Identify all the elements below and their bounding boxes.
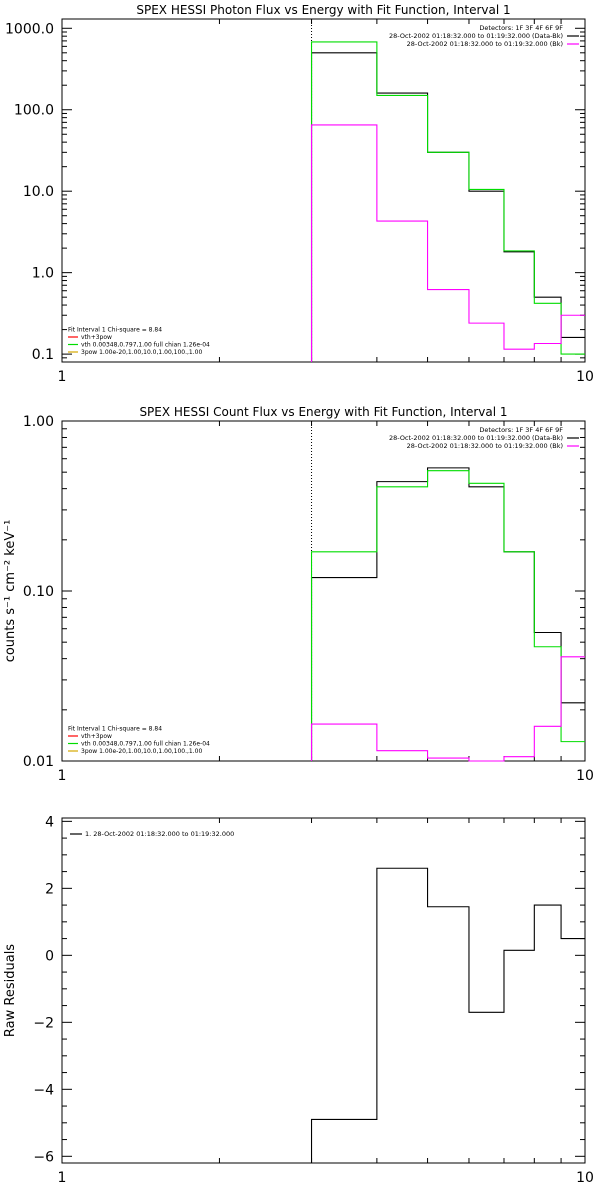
- series-magenta-histogram: [310, 124, 585, 362]
- legend-entry: 3pow 1.00e-20,1.00,10.0,1.00,100.,1.00: [81, 748, 202, 755]
- y-tick-label: 0.10: [23, 584, 54, 600]
- legend-entry: 28-Oct-2002 01:18:32.000 to 01:19:32.000…: [407, 442, 563, 450]
- x-tick-label: 10: [576, 768, 594, 784]
- x-tick-label: 10: [576, 369, 594, 385]
- plot-frame: [61, 420, 586, 762]
- x-tick-label: 1: [58, 1170, 67, 1186]
- y-tick-label: 0: [45, 948, 54, 964]
- plot-frame: [61, 817, 586, 1164]
- legend-entry: Detectors: 1F 3F 4F 6F 9F: [479, 426, 563, 434]
- series-magenta-histogram: [310, 656, 585, 762]
- y-tick-label: −2: [33, 1015, 54, 1031]
- chart-title: SPEX HESSI Photon Flux vs Energy with Fi…: [136, 3, 510, 17]
- y-tick-label: 4: [45, 814, 54, 830]
- legend-entry: Detectors: 1F 3F 4F 6F 9F: [479, 24, 563, 32]
- series-black-histogram: [310, 52, 585, 362]
- y-tick-label: 1.00: [23, 414, 54, 430]
- y-tick-label: −6: [33, 1149, 54, 1165]
- y-tick-label: 1000.0: [5, 21, 54, 37]
- legend-entry: 28-Oct-2002 01:18:32.000 to 01:19:32.000…: [389, 434, 563, 442]
- legend-entry: vth+3pow: [81, 733, 112, 740]
- y-tick-label: 100.0: [14, 103, 54, 119]
- plot-frame: [61, 18, 586, 363]
- legend-entry: vth 0.00348,0.797,1.00 full chian 1.26e-…: [81, 741, 210, 748]
- y-axis-label: counts s⁻¹ cm⁻² keV⁻¹: [3, 520, 18, 663]
- series-black-histogram: [310, 467, 585, 761]
- y-axis-label: Raw Residuals: [3, 944, 18, 1037]
- legend-entry: Fit Interval 1 Chi-square = 8.84: [68, 327, 162, 334]
- x-tick-label: 1: [58, 768, 67, 784]
- legend-entry: 28-Oct-2002 01:18:32.000 to 01:19:32.000…: [389, 32, 563, 40]
- legend-entry: vth+3pow: [81, 334, 112, 341]
- y-tick-label: 0.1: [32, 347, 54, 363]
- legend-entry: Fit Interval 1 Chi-square = 8.84: [68, 726, 162, 733]
- series-black-histogram: [310, 867, 585, 1163]
- series-green-histogram: [310, 41, 585, 362]
- chart-title: SPEX HESSI Count Flux vs Energy with Fit…: [139, 405, 507, 419]
- legend-entry: vth 0.00348,0.797,1.00 full chian 1.26e-…: [81, 342, 210, 349]
- y-tick-label: 0.01: [23, 754, 54, 770]
- series-green-histogram: [310, 470, 585, 761]
- chart-panel-1: SPEX HESSI Photon Flux vs Energy with Fi…: [5, 3, 594, 385]
- y-tick-label: 1.0: [32, 266, 54, 282]
- y-tick-label: −4: [33, 1082, 54, 1098]
- legend-entry: 28-Oct-2002 01:18:32.000 to 01:19:32.000…: [407, 40, 563, 48]
- legend-entry: 1. 28-Oct-2002 01:18:32.000 to 01:19:32.…: [85, 830, 234, 838]
- legend-entry: 3pow 1.00e-20,1.00,10.0,1.00,100.,1.00: [81, 349, 202, 356]
- chart-panel-3: Raw Residuals 1 10 −6 −4 −2 0 2 4 1. 28-Oct-2002 …: [3, 814, 594, 1186]
- x-tick-label: 1: [58, 369, 67, 385]
- chart-panel-2: SPEX HESSI Count Flux vs Energy with Fit…: [3, 405, 594, 784]
- y-tick-label: 10.0: [23, 184, 54, 200]
- y-tick-label: 2: [45, 881, 54, 897]
- x-tick-label: 10: [576, 1170, 594, 1186]
